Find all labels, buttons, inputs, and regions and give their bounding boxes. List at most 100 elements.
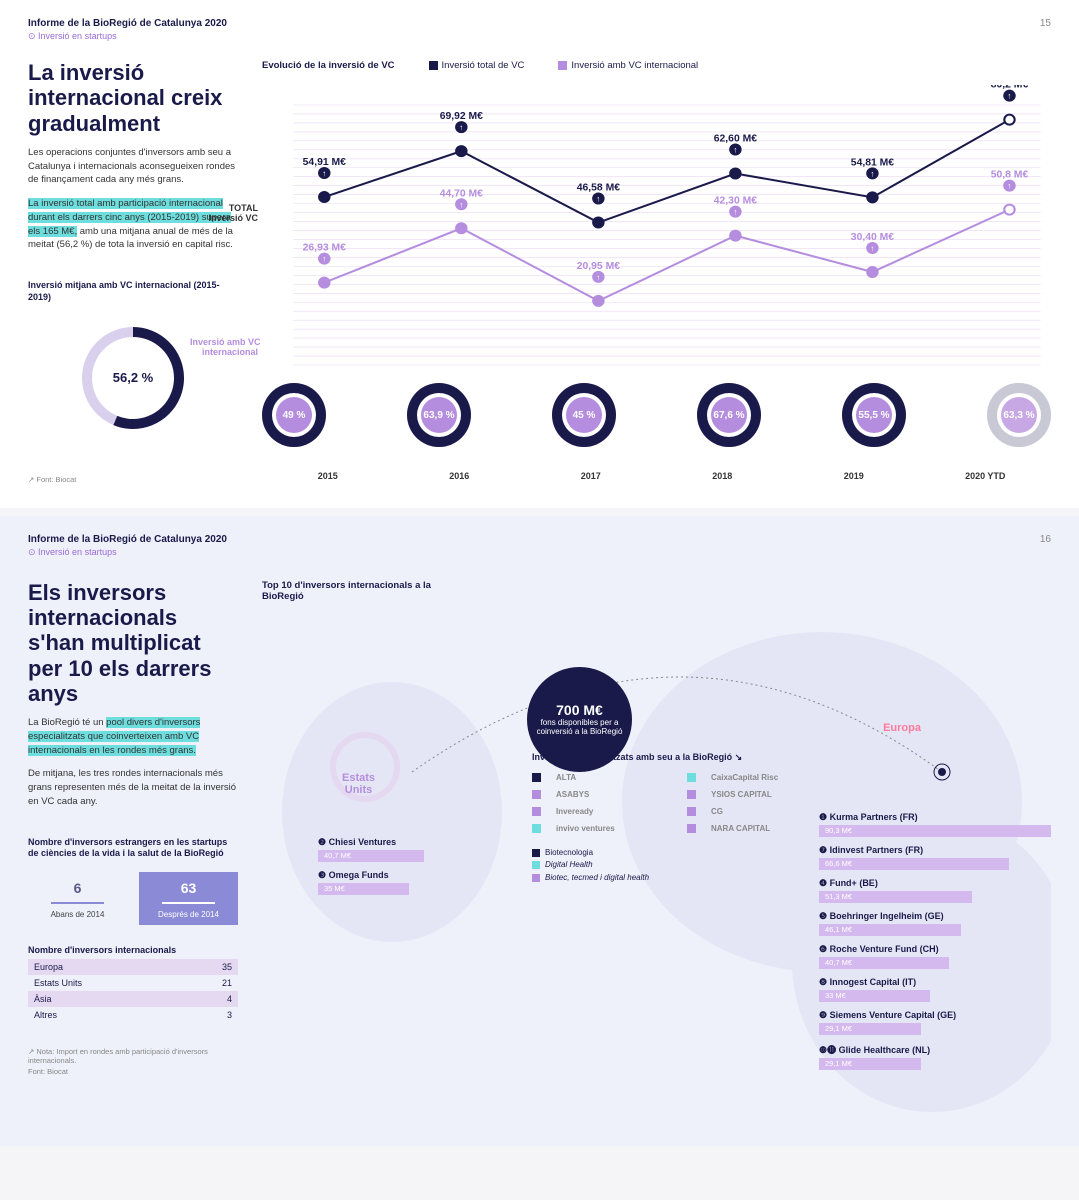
investor-logo: CaixaCapital Risc: [711, 773, 832, 782]
investor-logo: ASABYS: [556, 790, 677, 799]
svg-text:80,2 M€: 80,2 M€: [991, 85, 1029, 91]
investor-item: ❶ Kurma Partners (FR)90,3 M€: [819, 812, 1051, 837]
legend-item: Digital Health: [532, 859, 832, 872]
table-row: Europa35: [28, 959, 238, 975]
page-number: 16: [1040, 534, 1051, 545]
legend-series-2: Inversió amb VC internacional: [571, 60, 698, 71]
page-title: Els inversors internacionals s'han multi…: [28, 580, 238, 706]
intro-para-1: La BioRegió té un pool divers d'inversor…: [28, 716, 238, 757]
investor-item: ❷ Chiesi Ventures40,7 M€: [318, 837, 478, 862]
svg-text:42,30 M€: 42,30 M€: [714, 196, 758, 207]
map-subtitle: Top 10 d'inversors internacionals a la B…: [262, 580, 432, 602]
legend-title: Evolució de la inversió de VC: [262, 60, 395, 71]
x-tick: 2015: [262, 471, 394, 481]
svg-text:↑: ↑: [459, 200, 463, 209]
svg-text:↑: ↑: [870, 244, 874, 253]
percent-circle: 49 %: [262, 383, 326, 447]
x-axis-labels: 201520162017201820192020 YTD: [262, 471, 1051, 481]
svg-text:↑: ↑: [733, 208, 737, 217]
percent-circle: 45 %: [552, 383, 616, 447]
left-column: La inversió internacional creix gradualm…: [28, 42, 238, 484]
category-swatch: [687, 824, 696, 833]
x-tick: 2020 YTD: [920, 471, 1052, 481]
line-chart: TOTAL Inversió VC Inversió amb VC intern…: [262, 85, 1051, 465]
us-investors-list: ❷ Chiesi Ventures40,7 M€ ❸ Omega Funds35 …: [318, 837, 478, 903]
table-row: Àsia4: [28, 991, 238, 1007]
svg-text:62,60 M€: 62,60 M€: [714, 134, 758, 145]
source-footnote: ↗ Font: Biocat: [28, 475, 238, 484]
category-swatch: [687, 773, 696, 782]
x-tick: 2018: [657, 471, 789, 481]
left-column: Els inversors internacionals s'han multi…: [28, 558, 238, 1122]
region-label-eu: Europa: [883, 722, 921, 734]
specialized-investors-box: Inversors especialitzats amb seu a la Bi…: [532, 752, 832, 885]
investor-item: ❹ Fund+ (BE)51,3 M€: [819, 878, 1051, 903]
report-header: Informe de la BioRegió de Catalunya 2020: [28, 18, 1051, 29]
investor-item: ❺ Boehringer Ingelheim (GE)46,1 M€: [819, 911, 1051, 936]
donut-label: Inversió mitjana amb VC internacional (2…: [28, 280, 238, 303]
svg-text:46,58 M€: 46,58 M€: [577, 183, 621, 194]
legend-item: Biotecnologia: [532, 847, 832, 860]
investor-item: ❻ Roche Venture Fund (CH)40,7 M€: [819, 944, 1051, 969]
investor-logo: ALTA: [556, 773, 677, 782]
legend-series-1: Inversió total de VC: [442, 60, 525, 71]
category-swatch: [687, 790, 696, 799]
category-swatch: [532, 807, 541, 816]
svg-text:54,81 M€: 54,81 M€: [851, 157, 895, 168]
svg-text:↑: ↑: [733, 146, 737, 155]
investor-item: ❼ Idinvest Partners (FR)66,6 M€: [819, 845, 1051, 870]
count-label: Nombre d'inversors estrangers en les sta…: [28, 837, 238, 860]
table-row: Estats Units21: [28, 975, 238, 991]
svg-text:↑: ↑: [1007, 182, 1011, 191]
investor-logo: invivo ventures: [556, 824, 677, 833]
right-column: Evolució de la inversió de VC Inversió t…: [262, 42, 1051, 484]
intro-para-1: Les operacions conjuntes d'inversors amb…: [28, 146, 238, 187]
investors-table: Nombre d'inversors internacionals Europa…: [28, 941, 238, 1023]
specialized-heading: Inversors especialitzats amb seu a la Bi…: [532, 752, 832, 763]
report-header: Informe de la BioRegió de Catalunya 2020: [28, 534, 1051, 545]
footnote-1: ↗ Nota: Import en rondes amb participaci…: [28, 1047, 238, 1065]
svg-text:↑: ↑: [322, 255, 326, 264]
category-swatch: [532, 773, 541, 782]
page-title: La inversió internacional creix gradualm…: [28, 60, 238, 136]
page-16: Informe de la BioRegió de Catalunya 2020…: [0, 516, 1079, 1146]
investor-item: ❽ Innogest Capital (IT)33 M€: [819, 977, 1051, 1002]
legend-item: Biotec, tecmed i digital health: [532, 872, 832, 885]
region-label-us: Estats Units: [342, 772, 375, 796]
report-header-sub: ⊙ Inversió en startups: [28, 547, 1051, 558]
investor-logo: YSIOS CAPITAL: [711, 790, 832, 799]
y-axis-label-top: TOTAL Inversió VC: [190, 203, 258, 223]
count-comparison: 6 Abans de 2014 63 Després de 2014: [28, 872, 238, 925]
percent-circles-row: 49 %63,9 %45 %67,6 %55,5 %63,3 %: [262, 383, 1051, 447]
percent-circle: 63,9 %: [407, 383, 471, 447]
svg-text:69,92 M€: 69,92 M€: [440, 111, 484, 122]
category-swatch: [532, 790, 541, 799]
svg-text:56,2 %: 56,2 %: [113, 370, 154, 385]
svg-text:↑: ↑: [1007, 92, 1011, 101]
svg-text:26,93 M€: 26,93 M€: [303, 243, 347, 254]
count-after: 63 Després de 2014: [139, 872, 238, 925]
svg-text:↑: ↑: [596, 195, 600, 204]
table-row: Altres3: [28, 1007, 238, 1023]
intro-para-2: De mitjana, les tres rondes internaciona…: [28, 767, 238, 808]
svg-text:44,70 M€: 44,70 M€: [440, 188, 484, 199]
investor-logo: Inveready: [556, 807, 677, 816]
investor-item: ❾ Siemens Venture Capital (GE)29,1 M€: [819, 1010, 1051, 1035]
svg-text:↑: ↑: [870, 169, 874, 178]
svg-text:30,40 M€: 30,40 M€: [851, 232, 895, 243]
y-axis-label-bot: Inversió amb VC internacional: [190, 337, 258, 357]
svg-text:54,91 M€: 54,91 M€: [303, 157, 347, 168]
chart-legend: Evolució de la inversió de VC Inversió t…: [262, 60, 1051, 71]
map-panel: Top 10 d'inversors internacionals a la B…: [262, 558, 1051, 1122]
percent-circle: 63,3 %: [987, 383, 1051, 447]
page-number: 15: [1040, 18, 1051, 29]
investor-item: ❿⓫ Glide Healthcare (NL)29,1 M€: [819, 1043, 1051, 1070]
report-header-sub: ⊙ Inversió en startups: [28, 31, 1051, 42]
svg-text:↑: ↑: [459, 123, 463, 132]
percent-circle: 55,5 %: [842, 383, 906, 447]
x-tick: 2019: [788, 471, 920, 481]
footnote-2: Font: Biocat: [28, 1067, 238, 1076]
svg-text:↑: ↑: [322, 169, 326, 178]
investor-item: ❸ Omega Funds35 M€: [318, 870, 478, 895]
count-before: 6 Abans de 2014: [28, 872, 127, 925]
